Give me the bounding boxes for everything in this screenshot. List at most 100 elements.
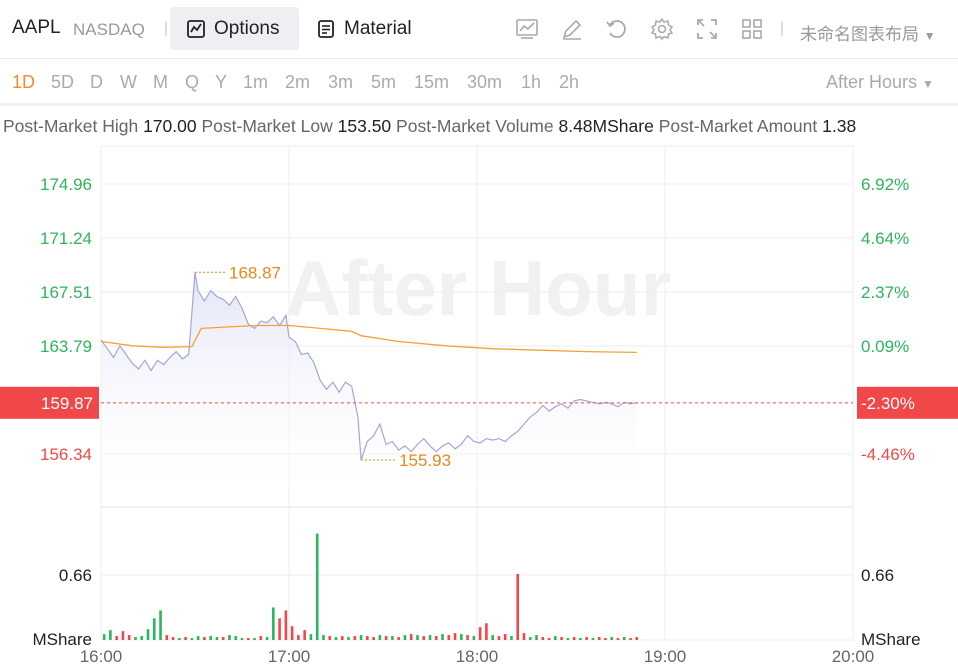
volume-bar [109,630,112,640]
volume-bar [127,635,131,640]
period-q[interactable]: Q [185,72,200,92]
volume-bar [591,638,595,640]
period-selector: 1D 5D D W M Q Y 1m 2m 3m 5m 15m 30m 1h 2… [0,59,958,106]
period-2m[interactable]: 2m [285,72,311,92]
volume-bar [272,607,275,640]
material-tab-label: Material [344,17,412,39]
settings-icon[interactable] [650,17,674,41]
layout-name[interactable]: 未命名图表布局 ▼ [800,20,936,45]
period-30m[interactable]: 30m [467,72,503,92]
current-pct-label: -2.30% [861,394,915,413]
volume-bar [196,636,200,640]
volume-bar [566,638,570,640]
volume-bar [372,637,375,640]
pct-tick-label: -4.46% [861,445,915,464]
volume-bar [428,635,432,640]
volume-bar [391,636,394,640]
volume-bar [635,637,639,640]
volume-bar [290,626,294,640]
price-line [100,272,637,461]
volume-bar [309,634,313,640]
fullscreen-icon[interactable] [695,17,719,41]
period-d[interactable]: D [90,72,103,92]
volume-tick-label: 0.66 [59,566,92,585]
amount-value: 1.38 [822,116,857,136]
watermark: After Hour [285,244,671,332]
volume-bar [297,635,300,640]
period-1d[interactable]: 1D [12,72,36,92]
options-tab[interactable]: Options [170,7,299,50]
volume-bar [466,635,469,640]
volume-bar [384,636,388,640]
period-3m[interactable]: 3m [328,72,354,92]
volume-bar [228,635,231,640]
volume-bar [485,623,488,640]
ticker-symbol: AAPL [12,17,61,38]
min-annotation-label: 155.93 [399,451,451,470]
volume-bar [622,637,626,640]
undo-icon[interactable] [605,17,629,41]
volume-bar [516,573,520,640]
layout-name-label: 未命名图表布局 [800,25,919,44]
time-tick-label: 19:00 [644,647,687,666]
period-2h[interactable]: 2h [559,72,580,92]
low-label: Post-Market Low [201,116,333,136]
volume-bar [115,636,118,640]
period-5d[interactable]: 5D [51,72,75,92]
period-1m[interactable]: 1m [243,72,269,92]
period-5m[interactable]: 5m [371,72,397,92]
volume-bar [403,635,407,640]
volume-bar [460,634,463,640]
period-m[interactable]: M [153,72,168,92]
header-toolbar: AAPL NASDAQ | Options Material [0,0,958,59]
options-tab-label: Options [214,17,280,39]
current-pct-tag [857,386,958,419]
volume-bar [503,634,507,640]
draw-icon[interactable] [560,17,584,41]
volume-bar [340,636,344,640]
material-tab[interactable]: Material [300,7,428,50]
volume-bar [579,638,582,640]
volume-bar [303,630,306,640]
volume-bar [366,636,369,640]
divider: | [780,20,784,37]
volume-tick-label-right: 0.66 [861,566,894,585]
volume-value: 8.48MShare [558,116,654,136]
price-tick-label: 174.96 [40,175,92,194]
volume-bar [478,627,482,640]
volume-bar [121,631,125,640]
high-label: Post-Market High [3,116,139,136]
pct-tick-label: 0.09% [861,337,909,356]
session-dropdown[interactable]: After Hours ▼ [826,72,934,93]
volume-bar [409,634,413,640]
volume-bar [134,637,137,640]
volume-bar [453,633,457,640]
current-price-label: 159.87 [41,394,93,413]
volume-bar [629,638,632,640]
max-annotation-label: 168.87 [229,263,281,282]
volume-bar [347,637,350,640]
average-line [100,324,637,354]
volume-bar [265,637,269,640]
volume-bar [541,637,545,640]
volume-bar [215,637,219,640]
divider: | [164,20,168,37]
period-15m[interactable]: 15m [414,72,450,92]
caret-down-icon: ▼ [922,77,934,91]
volume-bar [497,636,501,640]
volume-bar [397,637,400,640]
volume-bar [203,637,206,640]
volume-bar [278,618,281,640]
volume-bar [159,610,162,640]
volume-bar [528,637,532,640]
period-1h[interactable]: 1h [521,72,542,92]
options-chart-icon [187,19,205,38]
period-w[interactable]: W [120,72,137,92]
period-y[interactable]: Y [215,72,228,92]
chart-icon[interactable] [515,17,539,41]
volume-bar [184,637,187,640]
high-value: 170.00 [143,116,197,136]
grid-icon[interactable] [740,17,764,41]
volume-bar [535,635,538,640]
